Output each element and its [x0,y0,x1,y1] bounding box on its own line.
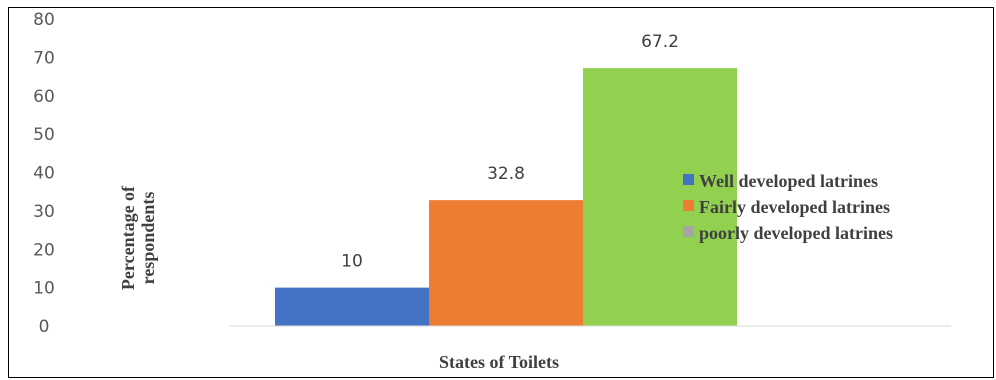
y-tick-label: 20 [33,240,55,260]
y-tick-label: 70 [33,48,55,68]
data-label: 32.8 [487,164,525,184]
legend-marker [683,174,694,185]
bar [429,200,583,326]
y-axis-title: Percentage of respondents [118,185,158,290]
legend-label: Fairly developed latrines [699,197,890,217]
y-tick-label: 50 [33,125,55,145]
data-label: 10 [341,252,363,272]
legend-label: poorly developed latrines [699,223,893,243]
y-tick-label: 10 [33,279,55,299]
x-axis-title: States of Toilets [439,352,559,372]
legend: Well developed latrines Fairly developed … [683,171,893,243]
y-tick-label: 30 [33,202,55,222]
legend-label: Well developed latrines [699,171,878,191]
y-tick-label: 80 [33,10,55,30]
y-axis-title-line-2: respondents [138,192,158,285]
bars [275,68,737,326]
chart-frame: 0 10 20 30 40 50 60 70 80 10 32.8 67.2 States of T… [8,7,994,378]
y-tick-label: 40 [33,164,55,184]
y-tick-label: 60 [33,87,55,107]
data-label: 67.2 [641,32,679,52]
bar [275,288,429,326]
y-tick-label: 0 [39,317,50,337]
y-axis-ticks: 0 10 20 30 40 50 60 70 80 [33,10,55,337]
legend-marker [683,226,694,237]
legend-marker [683,200,694,211]
y-axis-title-line-1: Percentage of [118,185,138,290]
